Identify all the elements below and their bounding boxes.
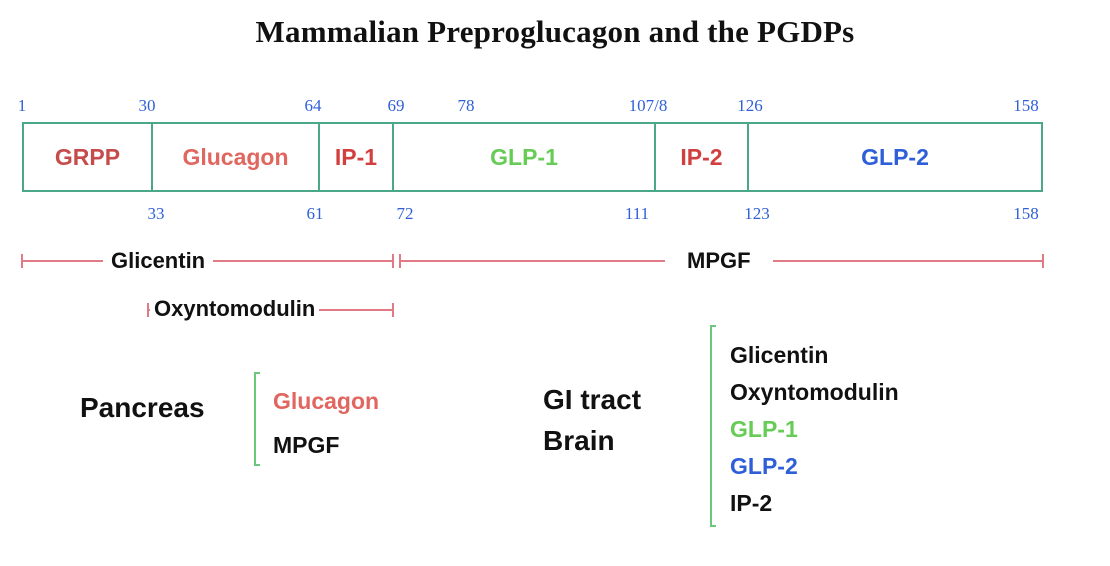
glicentin-label: Glicentin (103, 250, 214, 272)
position-number-bottom: 61 (306, 204, 324, 223)
pancreas-product-glucagon: Glucagon (273, 388, 380, 414)
range-end-tick (392, 254, 394, 268)
position-number-top: 64 (304, 96, 322, 115)
segment-glucagon: Glucagon (182, 143, 289, 170)
position-number-top: 69 (387, 96, 405, 115)
position-number-bottom: 158 (1013, 204, 1039, 223)
position-number-bottom: 72 (396, 204, 414, 223)
brain-label: Brain (543, 425, 615, 456)
position-number-top: 107/8 (628, 96, 668, 115)
preproglucagon-bar: GRPP Glucagon IP-1 GLP-1 IP-2 GLP-2 (22, 122, 1043, 192)
position-number-top: 126 (737, 96, 763, 115)
pancreas-label: Pancreas (80, 392, 205, 423)
gi-product-glicentin: Glicentin (730, 342, 829, 368)
gi-product-glp2: GLP-2 (730, 453, 798, 479)
gi-product-ip2: IP-2 (730, 490, 773, 516)
position-number-bottom: 33 (147, 204, 165, 223)
segment-divider (318, 124, 320, 190)
segment-glp2: GLP-2 (861, 143, 929, 170)
diagram-title: Mammalian Preproglucagon and the PGDPs (255, 14, 855, 49)
range-end-tick (21, 254, 23, 268)
segment-glp1: GLP-1 (490, 143, 558, 170)
gi-brain-bracket (710, 325, 716, 527)
gi-product-oxyntomodulin: Oxyntomodulin (730, 379, 899, 405)
pancreas-bracket (254, 372, 260, 466)
segment-ip2: IP-2 (680, 143, 723, 170)
position-number-top: 30 (138, 96, 156, 115)
segment-divider (654, 124, 656, 190)
pancreas-product-mpgf: MPGF (273, 432, 340, 458)
position-number-bottom: 111 (624, 204, 650, 223)
segment-grpp: GRPP (54, 143, 121, 170)
range-end-tick (399, 254, 401, 268)
position-number-top: 1 (17, 96, 27, 115)
gi-tract-label: GI tract (543, 384, 642, 415)
position-number-top: 78 (457, 96, 475, 115)
gi-product-glp1: GLP-1 (730, 416, 798, 442)
position-number-top: 158 (1013, 96, 1039, 115)
segment-divider (392, 124, 394, 190)
position-number-bottom: 123 (744, 204, 770, 223)
segment-divider (747, 124, 749, 190)
segment-divider (151, 124, 153, 190)
range-end-tick (1042, 254, 1044, 268)
oxyntomodulin-label: Oxyntomodulin (150, 298, 320, 320)
segment-ip1: IP-1 (334, 143, 378, 170)
mpgf-label: MPGF (665, 250, 773, 272)
range-end-tick (147, 303, 149, 317)
range-end-tick (392, 303, 394, 317)
